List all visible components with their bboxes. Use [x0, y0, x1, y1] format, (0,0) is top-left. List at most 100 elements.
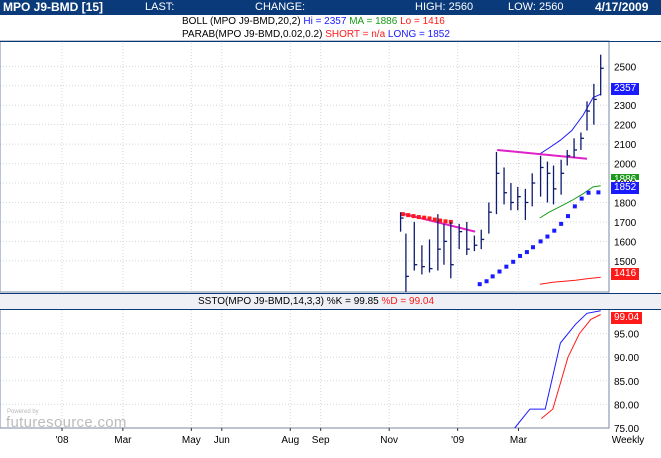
ohlc-bar — [466, 221, 470, 255]
boll-prefix: BOLL (MPO J9-BMD,20,2) — [182, 16, 301, 27]
sar-short-dot — [416, 215, 421, 220]
boll-hi: Hi = 2357 — [303, 16, 347, 27]
boll-lo-price-label: 1416 — [611, 268, 640, 280]
sar-short-dot — [427, 216, 432, 221]
ohlc-bar — [458, 223, 463, 250]
price-tick-label: 1800 — [614, 198, 637, 209]
stoch-tick-label: 75.00 — [614, 424, 639, 435]
ssto-bar — [0, 293, 661, 310]
header-bar — [0, 0, 661, 14]
ohlc-bar — [586, 101, 590, 131]
stoch-tick-label: 95.00 — [614, 330, 639, 341]
ohlc-bar — [405, 233, 409, 292]
sar-dot — [524, 250, 529, 255]
price-tick-label: 1600 — [614, 237, 637, 248]
ohlc-bar — [480, 229, 485, 250]
x-tick-label: '08 — [55, 435, 68, 446]
boll-ma-price-label: 1886 — [611, 174, 640, 180]
boll-upper-line — [539, 93, 601, 155]
x-tick-label: May — [182, 435, 201, 446]
sar-dot — [565, 214, 570, 219]
ohlc-bar — [600, 54, 604, 96]
sar-short-dot — [443, 219, 448, 224]
boll-lower-line — [539, 276, 601, 285]
parab-long: LONG = 1852 — [387, 29, 450, 40]
x-tick-label-weekly: Weekly — [612, 435, 645, 446]
trendline — [497, 148, 588, 160]
ohlc-bar — [552, 165, 557, 205]
stoch-tick-label: 85.00 — [614, 377, 639, 388]
ohlc-bar — [560, 159, 565, 195]
ohlc-bar — [546, 161, 551, 203]
stoch-tick-label: 80.00 — [614, 400, 639, 411]
ohlc-bar — [517, 186, 521, 211]
sar-dot — [572, 204, 577, 209]
x-tick-label: Sep — [312, 435, 330, 446]
ssto-k: %K = 99.85 — [326, 296, 379, 307]
low-label: LOW: 2560 — [508, 1, 564, 13]
sar-dot — [484, 279, 489, 284]
sar-dot — [545, 234, 550, 239]
x-tick-label: Jun — [214, 435, 230, 446]
boll-lo: Lo = 1416 — [400, 16, 445, 27]
sar-dot — [530, 245, 535, 250]
sar-dot — [490, 274, 495, 279]
watermark-brand: futuresource.com — [6, 414, 127, 431]
sar-dot — [477, 282, 482, 287]
ohlc-bar — [428, 239, 433, 273]
sar-short-dot — [406, 213, 411, 218]
price-panel-frame — [0, 40, 610, 293]
sar-dot — [504, 264, 509, 269]
ohlc-bar — [413, 221, 418, 271]
boll-ma: MA = 1886 — [349, 16, 398, 27]
date-label: 4/17/2009 — [595, 0, 649, 14]
sar-dot — [579, 196, 584, 201]
sar-short-dot — [422, 215, 427, 220]
ohlc-bar — [488, 202, 492, 234]
parab-short: SHORT = n/a — [325, 29, 386, 40]
last-label: LAST: — [145, 1, 175, 13]
sar-short-dot — [400, 212, 405, 217]
change-label: CHANGE: — [255, 1, 306, 13]
ohlc-bar — [503, 167, 508, 205]
boll-hi-price-label: 2357 — [611, 83, 640, 95]
price-tick-label: 1500 — [614, 257, 637, 268]
price-tick-label: 1700 — [614, 218, 637, 229]
sar-short-dot — [438, 218, 443, 223]
sar-dot — [511, 259, 516, 264]
sar-dot — [559, 221, 564, 226]
sar-short-dot — [411, 214, 416, 219]
sar-dot — [538, 239, 543, 244]
ssto-prefix: SSTO(MPO J9-BMD,14,3,3) — [198, 296, 324, 307]
ssto-legend: SSTO(MPO J9-BMD,14,3,3) %K = 99.85 %D = … — [198, 295, 434, 308]
ohlc-bar — [421, 245, 425, 275]
x-tick-label: '09 — [451, 435, 464, 446]
ssto-d: %D = 99.04 — [381, 296, 435, 307]
ssto-d-price-label: 99.04 — [611, 312, 643, 324]
parab-legend: PARAB(MPO J9-BMD,0.02,0.2) SHORT = n/a L… — [182, 28, 450, 41]
ohlc-bar — [580, 132, 584, 150]
ohlc-bar — [510, 183, 514, 211]
ohlc-bar — [566, 149, 571, 166]
stoch-panel-frame — [0, 307, 610, 429]
ohlc-bar — [573, 138, 578, 158]
ohlc-bar — [437, 214, 441, 271]
price-tick-label: 2000 — [614, 160, 637, 171]
x-tick-label: Nov — [380, 435, 398, 446]
price-tick-label: 2100 — [614, 140, 637, 151]
price-tick-label: 2200 — [614, 121, 637, 132]
ohlc-bar — [531, 173, 536, 207]
x-tick-label: Mar — [114, 435, 132, 446]
sar-dot — [552, 228, 557, 233]
stoch-k-line — [514, 310, 601, 429]
ohlc-bar — [593, 83, 597, 125]
ohlc-bar — [450, 221, 454, 279]
sar-dot — [586, 190, 591, 195]
ohlc-bar — [443, 223, 447, 265]
sar-short-dot — [432, 217, 437, 222]
symbol-title: MPO J9-BMD [15] — [3, 0, 104, 14]
price-tick-label: 2300 — [614, 101, 637, 112]
sar-dot — [596, 190, 601, 195]
